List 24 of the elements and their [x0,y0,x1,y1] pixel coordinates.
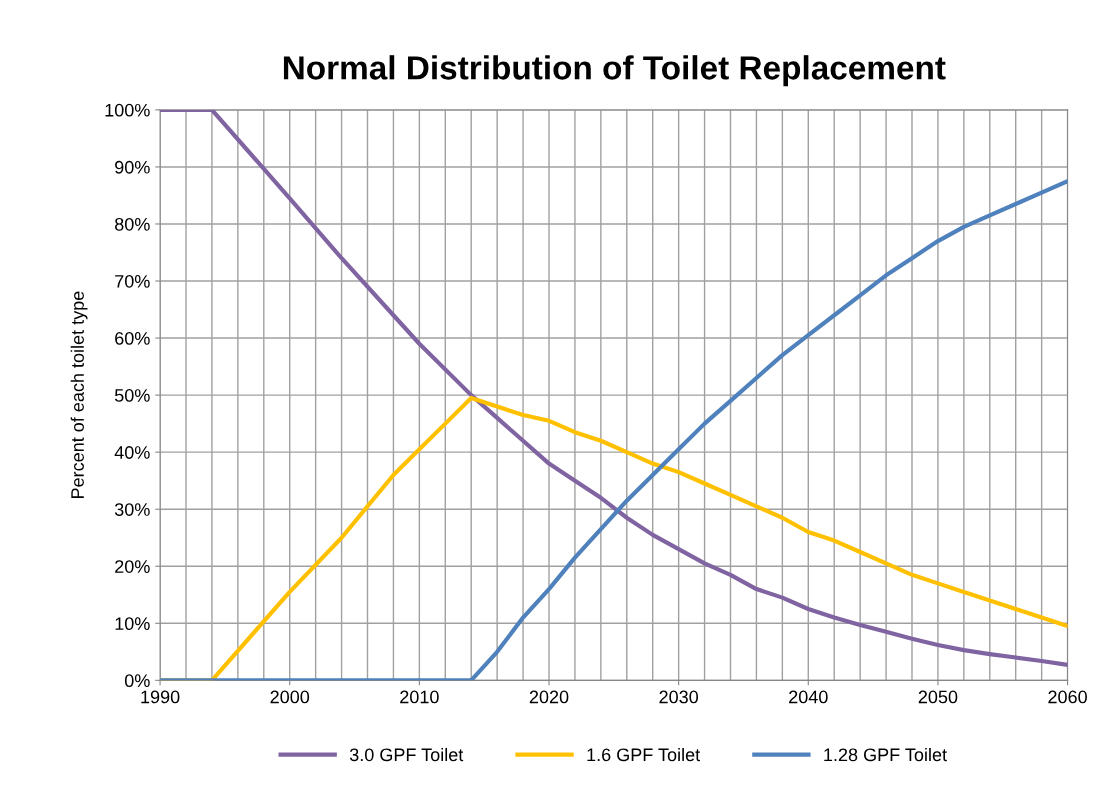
legend-label: 3.0 GPF Toilet [349,747,464,762]
y-tick-label: 100% [105,103,150,117]
y-tick-label: 60% [115,332,150,345]
y-tick-label: 20% [115,560,150,573]
y-tick-label: 80% [115,217,150,231]
legend-label: 1.28 GPF Toilet [824,747,947,762]
chart-title: Normal Distribution of Toilet Replacement [283,55,946,87]
legend-label: 1.6 GPF Toilet [587,747,701,762]
y-tick-label: 30% [114,503,150,516]
y-tick-label: 90% [115,160,150,174]
x-tick-label: 2020 [529,690,569,704]
y-tick-label: 50% [114,389,150,402]
x-tick-label: 2060 [1048,690,1087,704]
y-tick-label: 0% [124,674,150,688]
x-tick-label: 2040 [789,690,828,704]
y-tick-label: 10% [115,617,150,631]
x-tick-label: 2000 [270,690,310,704]
y-tick-label: 70% [115,274,150,288]
x-tick-label: 2030 [659,690,699,704]
x-tick-label: 2010 [400,690,439,704]
y-axis-title: Percent of each toilet type [70,291,88,499]
y-tick-label: 40% [114,446,150,459]
x-tick-label: 2050 [918,690,958,704]
x-tick-label: 1990 [141,690,180,704]
